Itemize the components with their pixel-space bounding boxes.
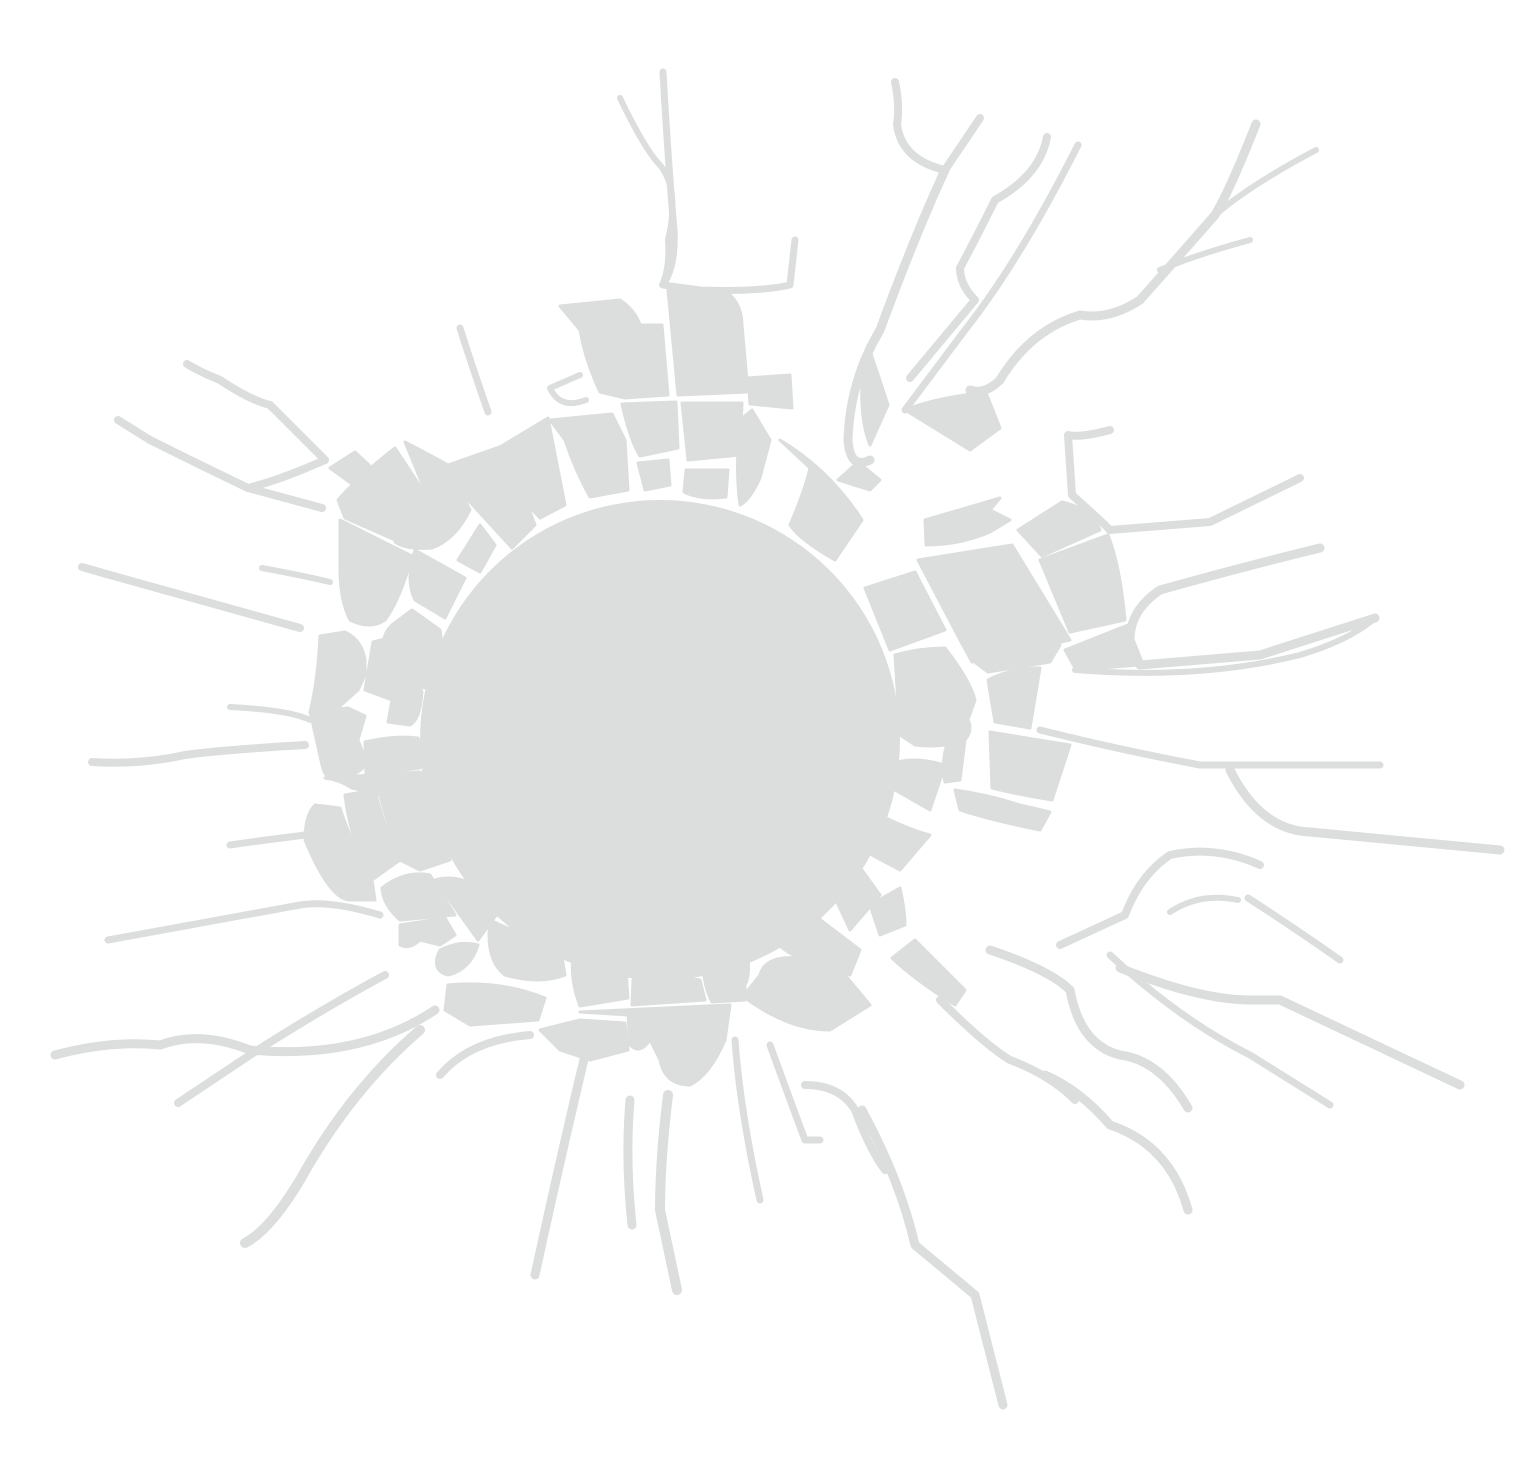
crack-line [1157,237,1253,273]
glass-fragment [778,438,864,562]
glass-fragment [363,735,423,777]
glass-fragment [308,630,367,714]
glass-fragment [338,518,414,627]
crack-line [244,456,329,512]
crack-line [617,95,676,288]
glass-fragment [1063,623,1140,671]
crack-line [78,563,304,632]
glass-fragment [343,788,402,882]
glass-fragment [986,666,1042,730]
crack-line [659,68,799,294]
glass-fragment [758,378,792,407]
crack-line [655,1090,682,1295]
crack-line [183,360,329,464]
crack-line [1040,1070,1193,1215]
glass-fragment [398,916,457,949]
glass-fragment [456,523,497,574]
glass-fragment [393,440,472,550]
glass-fragment [988,730,1072,802]
crack-line [857,1105,1008,1410]
crack-line [1225,765,1505,855]
crack-line [50,1005,440,1060]
bullet-hole [420,500,900,980]
crack-line [906,133,1051,382]
crack-line [731,1036,764,1204]
crack-line [436,1031,534,1079]
crack-line [259,565,333,585]
crack-line [227,704,313,723]
crack-line [766,1041,824,1144]
crack-line [1056,847,1264,949]
crack-line [547,372,589,406]
glass-fragment [893,646,977,748]
crack-line [1106,951,1334,1109]
glass-fragment [328,450,374,486]
glass-fragment [682,468,730,500]
crack-lines [50,68,1505,1410]
crack-line [623,1095,637,1230]
glass-fragment [1038,533,1127,634]
glass-fragment [863,570,947,652]
crack-line [985,945,1193,1113]
glass-fragment [303,803,377,902]
glass-fragment [308,706,368,780]
glass-fragment [860,343,890,447]
glass-fragment [890,938,967,1007]
glass-fragment [923,496,1012,547]
crack-line [174,971,389,1107]
crack-line [1212,147,1319,218]
crack-line [240,1025,425,1248]
crack-line [1115,963,1465,1090]
glass-fragment [538,1018,630,1062]
glass-fragment [666,288,750,397]
crack-line [530,1050,590,1280]
glass-fragment [636,458,672,492]
glass-fragment [380,872,457,922]
crack-line [114,416,252,492]
crack-line [1244,894,1344,964]
glass-fragment [870,813,932,872]
glass-fragment [680,401,744,462]
crack-line [104,900,384,944]
glass-fragments [303,288,1140,1087]
glass-fragment [446,443,537,550]
glass-fragment [363,634,424,727]
crack-line [1167,894,1241,915]
crack-line [1036,726,1384,769]
crack-line [226,831,309,849]
glass-fragment [558,298,670,400]
glass-fragment [836,460,882,492]
glass-fragment [336,446,430,542]
crack-line [801,1081,889,1174]
crack-line [1072,615,1378,676]
crack-line [1125,543,1380,670]
glass-fragment [868,886,907,937]
glass-fragment [620,400,680,458]
glass-fragment [408,548,467,620]
glass-fragment [630,976,707,1007]
crack-line [456,324,492,416]
glass-fragment [434,941,480,977]
crack-line [936,996,1079,1104]
glass-fragment [443,982,547,1027]
glass-fragment [953,788,1052,832]
glass-fragment [548,412,630,499]
crack-line [1064,426,1304,534]
glass-fragment [746,956,872,1032]
crack-line [891,78,984,174]
crack-line [88,741,309,767]
glass-fragment [1016,500,1102,558]
glass-fragment [736,408,772,507]
glass-fragment [578,1003,732,1087]
glass-fragment [916,543,1072,664]
crack-line [901,141,1082,414]
glass-fragment [903,388,1002,452]
